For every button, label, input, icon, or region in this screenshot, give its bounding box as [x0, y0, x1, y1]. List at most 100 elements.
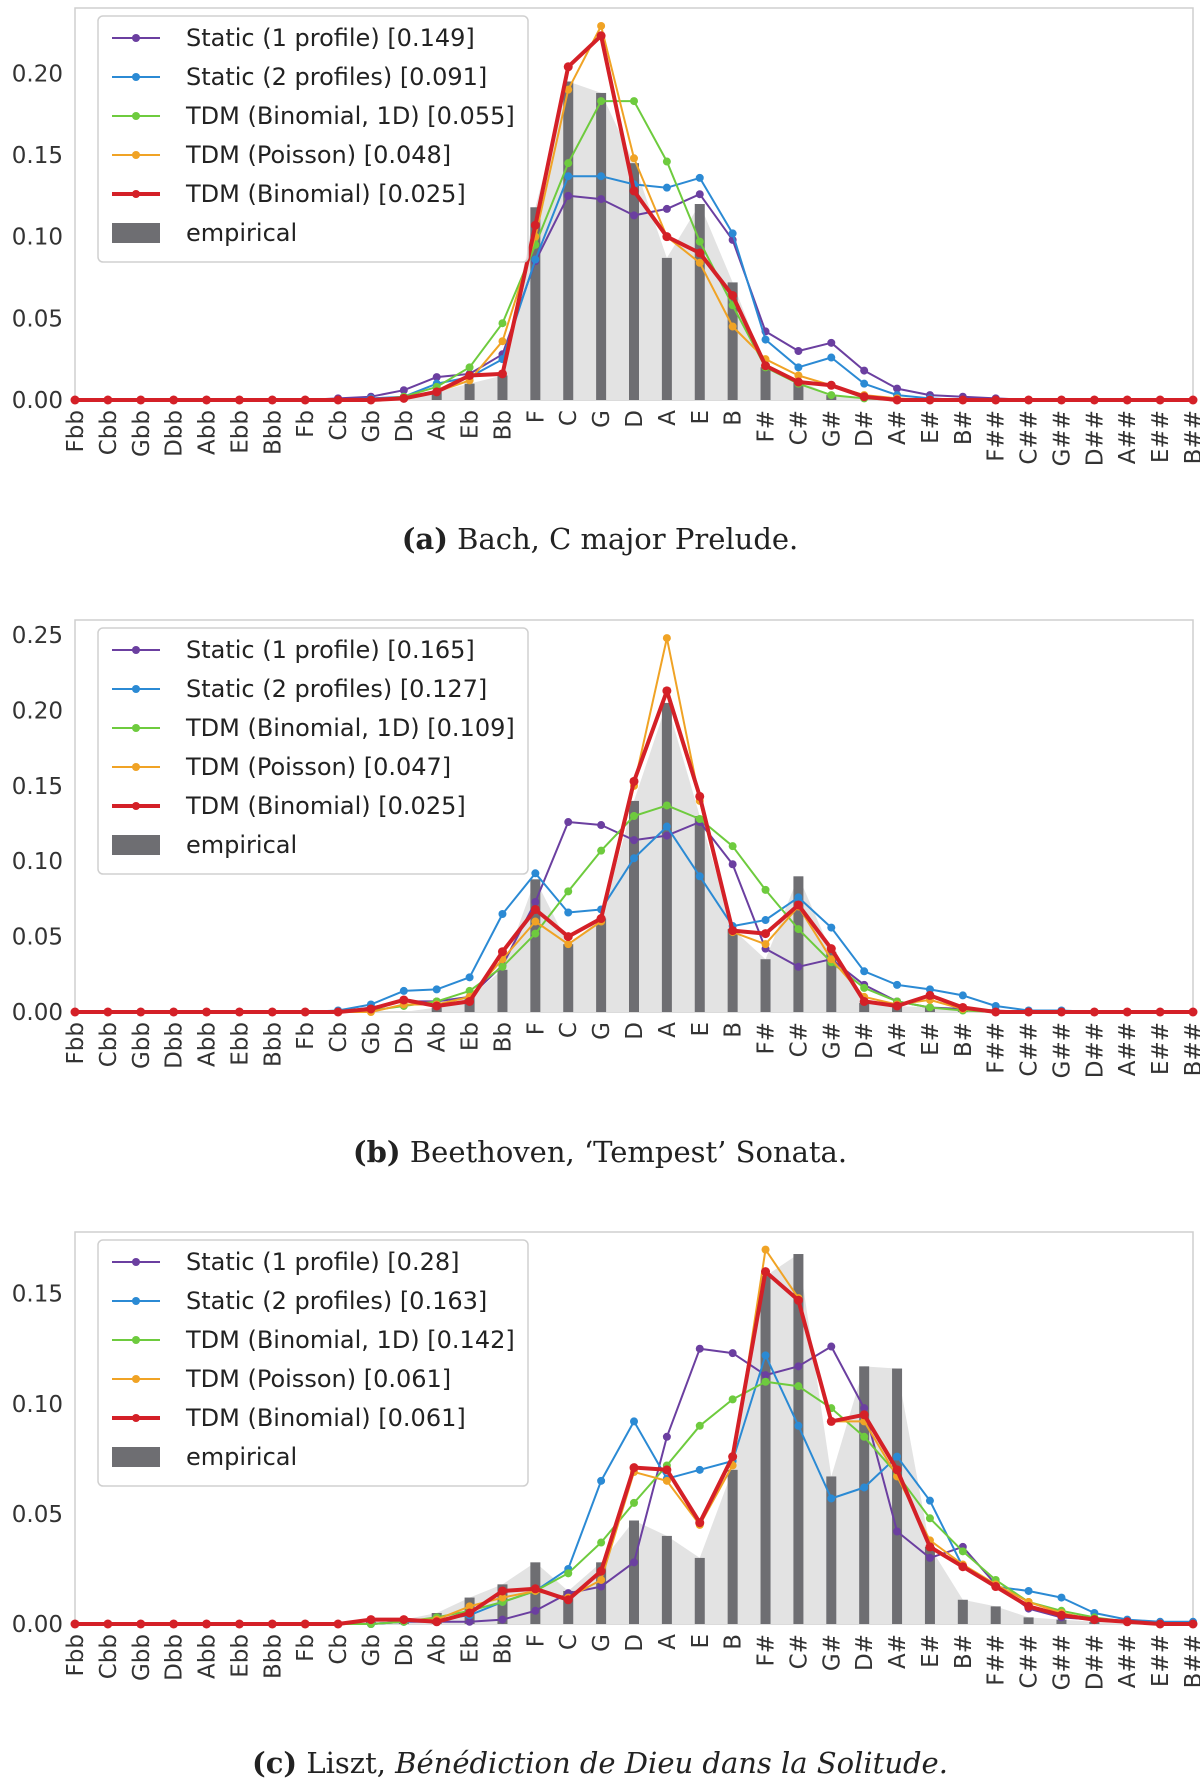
- y-tick-label: 0.10: [12, 849, 63, 875]
- series-point: [202, 1619, 212, 1629]
- empirical-bar: [596, 918, 607, 1012]
- series-point: [498, 962, 507, 971]
- series-point: [597, 1476, 606, 1485]
- series-point: [531, 897, 540, 906]
- empirical-bar: [826, 1476, 837, 1624]
- series-point: [1155, 395, 1165, 405]
- empirical-area: [75, 1254, 1193, 1624]
- x-tick-label: D##: [1082, 1634, 1108, 1690]
- series-point: [761, 1351, 770, 1360]
- x-tick-label: A#: [885, 1634, 911, 1669]
- series-point: [465, 1602, 474, 1611]
- series-point: [892, 1465, 902, 1475]
- legend-swatch-marker: [132, 151, 140, 159]
- series-point: [103, 1007, 113, 1017]
- series-point: [234, 1007, 244, 1017]
- series-point: [531, 255, 540, 264]
- series-point: [695, 190, 704, 199]
- series-point: [630, 854, 638, 863]
- series-point: [662, 634, 671, 643]
- x-tick-label: Eb: [458, 1634, 484, 1663]
- series-point: [597, 1575, 606, 1584]
- x-tick-label: Eb: [458, 410, 484, 439]
- series-point: [333, 395, 343, 405]
- x-tick-label: B: [721, 1022, 747, 1038]
- series-point: [662, 831, 671, 840]
- legend-swatch-marker: [132, 685, 140, 693]
- caption-c: (c) Liszt, Bénédiction de Dieu dans la S…: [0, 1746, 1200, 1780]
- series-point: [794, 1421, 803, 1430]
- series-point: [465, 1617, 474, 1626]
- series-point: [662, 1432, 671, 1441]
- x-tick-label: Dbb: [162, 1022, 188, 1069]
- x-tick-label: Fbb: [63, 1022, 89, 1064]
- series-point: [1057, 1593, 1066, 1602]
- series-point: [300, 1619, 310, 1629]
- series-point: [169, 1007, 179, 1017]
- series-point: [728, 1452, 738, 1462]
- x-tick-label: C#: [786, 410, 812, 445]
- x-tick-label: G: [589, 410, 615, 428]
- empirical-bar: [957, 1599, 968, 1624]
- y-tick-label: 0.15: [12, 143, 63, 169]
- series-point: [1155, 1007, 1165, 1017]
- series-point: [695, 258, 704, 267]
- series-point: [662, 157, 671, 166]
- x-tick-label: Bbb: [260, 1022, 286, 1067]
- series-point: [991, 1007, 1001, 1017]
- x-tick-label: Ebb: [227, 1634, 253, 1678]
- series-point: [793, 900, 803, 910]
- series-point: [366, 1004, 376, 1014]
- series-point: [662, 1465, 672, 1475]
- x-tick-label: A##: [1115, 1634, 1141, 1688]
- series-point: [366, 1615, 376, 1625]
- series-point: [662, 204, 671, 213]
- x-tick-label: Abb: [195, 410, 221, 455]
- series-point: [794, 363, 803, 372]
- x-tick-label: Bb: [490, 1634, 516, 1664]
- x-tick-label: Cbb: [96, 1634, 122, 1679]
- series-point: [267, 1007, 277, 1017]
- x-tick-label: E##: [1148, 410, 1174, 463]
- series-point: [630, 154, 638, 163]
- legend-swatch-marker: [132, 73, 140, 81]
- y-tick-label: 0.00: [12, 388, 63, 414]
- empirical-bar: [563, 81, 574, 400]
- x-tick-label: F#: [754, 1634, 780, 1667]
- x-tick-label: A: [655, 410, 681, 426]
- x-tick-label: Db: [392, 1022, 418, 1054]
- series-point: [531, 917, 540, 926]
- x-tick-label: Gb: [359, 410, 385, 442]
- series-point: [827, 1342, 836, 1351]
- series-point: [432, 1001, 442, 1011]
- series-point: [1089, 1007, 1099, 1017]
- x-tick-label: Ab: [425, 1022, 451, 1052]
- series-point: [1024, 395, 1034, 405]
- empirical-bar: [727, 929, 738, 1012]
- series-point: [136, 1619, 146, 1629]
- x-tick-label: Cb: [326, 1022, 352, 1053]
- legend-label: empirical: [186, 1443, 297, 1471]
- legend-swatch-marker: [132, 1414, 140, 1422]
- series-point: [498, 1615, 507, 1624]
- series-point: [826, 944, 836, 954]
- series-point: [630, 812, 638, 820]
- x-tick-label: A#: [885, 410, 911, 445]
- legend-swatch-marker: [132, 646, 140, 654]
- series-point: [662, 686, 672, 696]
- series-point: [761, 1377, 770, 1386]
- series-point: [925, 1003, 934, 1012]
- caption-b: (b) Beethoven, ‘Tempest’ Sonata.: [0, 1135, 1200, 1169]
- series-point: [564, 159, 573, 168]
- x-tick-label: A##: [1115, 410, 1141, 464]
- series-point: [761, 916, 770, 925]
- series-point: [399, 386, 408, 395]
- series-point: [695, 1344, 704, 1353]
- series-point: [1188, 395, 1198, 405]
- x-tick-label: C#: [786, 1634, 812, 1669]
- legend-label: Static (2 profiles) [0.127]: [186, 675, 487, 703]
- empirical-bar: [760, 367, 771, 400]
- legend-label: Static (2 profiles) [0.091]: [186, 63, 487, 91]
- series-point: [925, 1496, 934, 1505]
- x-tick-label: Bb: [490, 410, 516, 440]
